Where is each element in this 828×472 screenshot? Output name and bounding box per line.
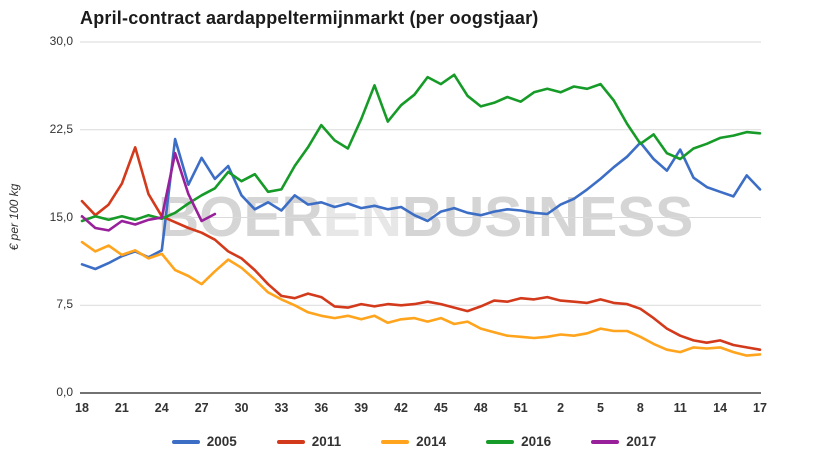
y-tick-label: 0,0 [56, 385, 73, 399]
x-tick-label: 17 [753, 401, 767, 415]
y-tick-label: 15,0 [49, 209, 73, 224]
legend-swatch-2016 [486, 439, 515, 444]
legend-item-2011[interactable]: 2011 [276, 434, 342, 449]
x-tick-label: 24 [154, 401, 169, 415]
x-tick-label: 42 [394, 401, 408, 415]
y-tick-label: 22,5 [49, 121, 73, 136]
series-line-2011 [80, 146, 762, 352]
x-tick-label: 48 [473, 401, 488, 415]
legend-item-2005[interactable]: 2005 [171, 434, 237, 449]
x-tick-label: 39 [354, 401, 369, 415]
legend-label-2016: 2016 [521, 434, 552, 449]
legend-label-2014: 2014 [416, 434, 447, 449]
legend-swatch-2011 [276, 439, 305, 444]
x-tick-label: 21 [114, 401, 129, 415]
legend-label-2017: 2017 [626, 434, 657, 449]
y-tick-label: 7,5 [56, 297, 73, 312]
x-tick-label: 18 [75, 401, 89, 415]
chart-title: April-contract aardappeltermijnmarkt (pe… [80, 8, 539, 28]
legend-item-2014[interactable]: 2014 [381, 434, 446, 449]
legend-item-2016[interactable]: 2016 [486, 434, 551, 449]
x-tick-label: 14 [713, 401, 728, 415]
x-tick-label: 11 [673, 401, 687, 415]
series-line-2017 [80, 151, 217, 232]
x-tick-label: 8 [636, 401, 644, 415]
legend-label-2005: 2005 [206, 434, 237, 449]
x-tick-label: 5 [596, 401, 604, 415]
series-line-2014 [80, 240, 762, 357]
legend-label-2011: 2011 [311, 434, 342, 449]
legend-item-2017[interactable]: 2017 [591, 434, 656, 449]
series-line-2016 [80, 73, 762, 223]
x-tick-label: 51 [513, 401, 528, 415]
x-tick-label: 36 [314, 401, 329, 415]
legend: 2005 2011 2014 2016 2017 [0, 434, 828, 449]
x-tick-label: 33 [274, 401, 289, 415]
legend-swatch-2014 [381, 439, 410, 444]
legend-swatch-2017 [591, 439, 620, 444]
x-tick-label: 45 [433, 401, 448, 415]
series-line-2005 [80, 137, 762, 271]
x-tick-label: 27 [194, 401, 209, 415]
x-tick-label: 30 [234, 401, 249, 415]
x-tick-label: 2 [557, 401, 565, 415]
y-tick-label: 30,0 [49, 34, 73, 48]
legend-swatch-2005 [171, 439, 200, 444]
